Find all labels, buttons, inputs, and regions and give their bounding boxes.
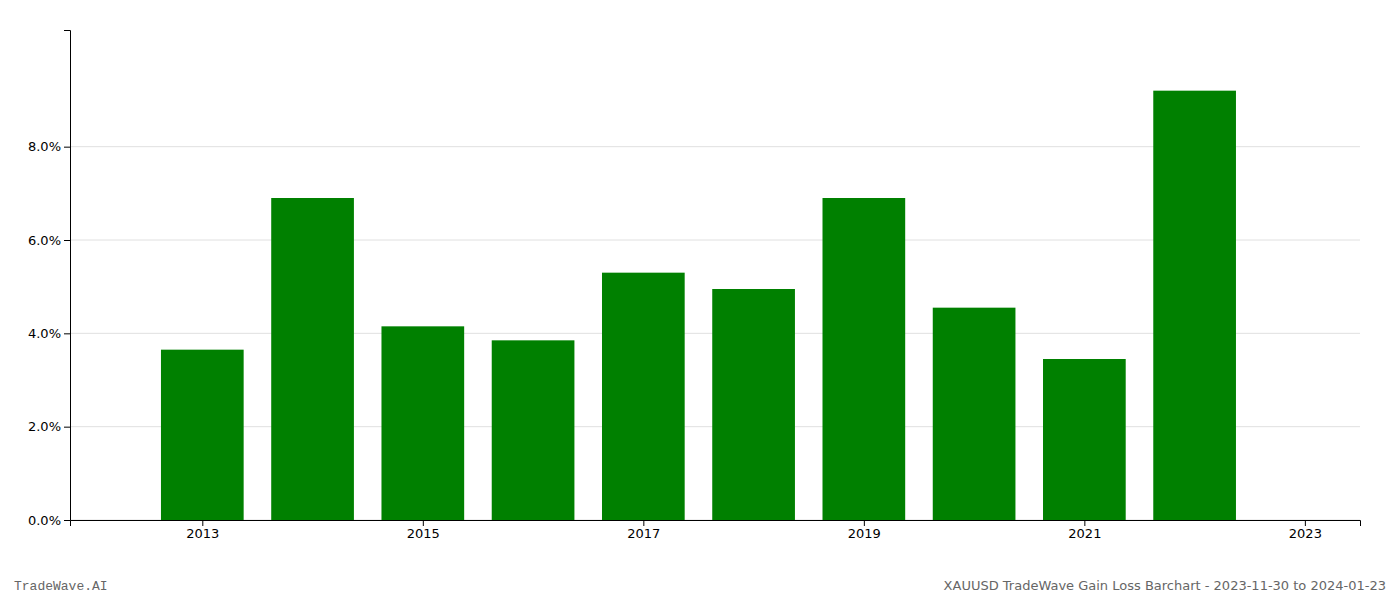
bar (1043, 359, 1126, 520)
x-tick-mark (864, 520, 865, 526)
chart: 0.0% 2.0% 4.0% 6.0% 8.0% 2013 2015 2017 2019 2021… (0, 0, 1400, 600)
x-tick-label: 2019 (848, 526, 881, 541)
x-tick: 2019 (848, 520, 881, 541)
x-axis: 2013 2015 2017 2019 2021 2023 (71, 520, 1361, 541)
bar (602, 273, 685, 520)
x-tick: 2015 (407, 520, 440, 541)
bar (492, 340, 575, 520)
bar (823, 198, 906, 520)
y-tick-label: 6.0% (28, 233, 61, 248)
bar (381, 326, 464, 520)
x-tick: 2017 (627, 520, 660, 541)
y-tick-label: 4.0% (28, 326, 61, 341)
y-tick-mark (64, 240, 70, 241)
y-tick: 4.0% (28, 326, 70, 341)
x-tick: 2021 (1068, 520, 1101, 541)
x-tick-mark (1305, 520, 1306, 526)
footer-right: XAUUSD TradeWave Gain Loss Barchart - 20… (944, 578, 1386, 593)
bar (161, 350, 244, 520)
plot-area: 0.0% 2.0% 4.0% 6.0% 8.0% 2013 2015 2017 2019 2021… (28, 31, 1361, 542)
bar (712, 289, 795, 520)
y-tick: 0.0% (28, 513, 70, 528)
y-tick-mark (64, 333, 70, 334)
x-tick-label: 2017 (627, 526, 660, 541)
y-tick-label: 0.0% (28, 513, 61, 528)
x-tick-mark (202, 520, 203, 526)
x-tick-label: 2013 (186, 526, 219, 541)
footer-left: TradeWave.AI (14, 579, 108, 594)
y-tick-label: 2.0% (28, 419, 61, 434)
x-tick-label: 2021 (1068, 526, 1101, 541)
x-axis-line (71, 521, 1361, 527)
bar (933, 308, 1016, 520)
y-tick-mark (64, 427, 70, 428)
y-tick: 8.0% (28, 139, 70, 154)
bar (271, 198, 354, 520)
x-tick-mark (1084, 520, 1085, 526)
x-tick: 2023 (1289, 520, 1322, 541)
y-axis-line (64, 31, 71, 521)
x-tick-label: 2023 (1289, 526, 1322, 541)
y-axis: 0.0% 2.0% 4.0% 6.0% 8.0% (28, 31, 71, 528)
y-tick: 6.0% (28, 233, 70, 248)
bar (1153, 91, 1236, 520)
y-tick-mark (64, 520, 70, 521)
x-tick: 2013 (186, 520, 219, 541)
x-tick-mark (643, 520, 644, 526)
bars (161, 91, 1236, 520)
y-tick: 2.0% (28, 419, 70, 434)
x-tick-label: 2015 (407, 526, 440, 541)
x-tick-mark (423, 520, 424, 526)
y-tick-label: 8.0% (28, 139, 61, 154)
y-tick-mark (64, 147, 70, 148)
